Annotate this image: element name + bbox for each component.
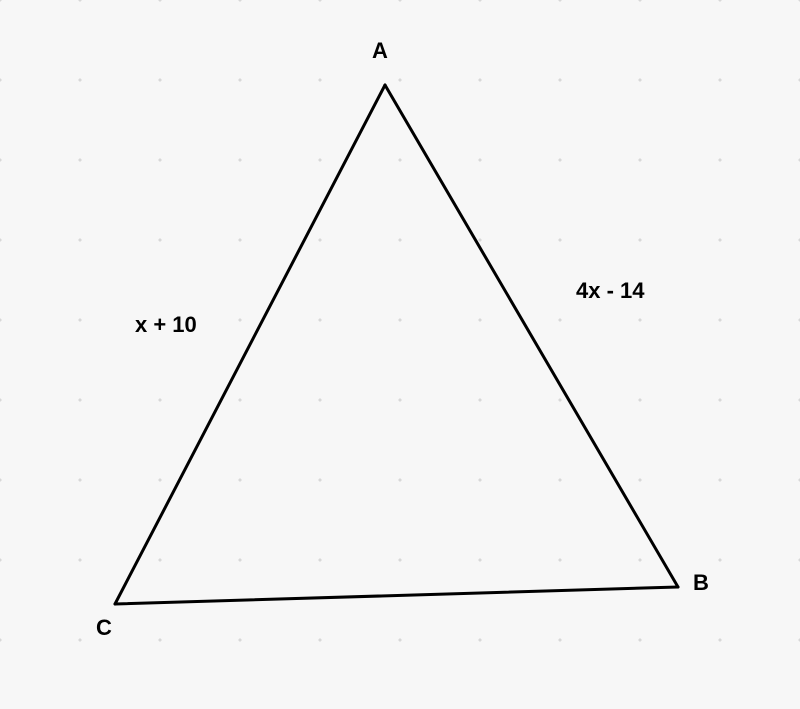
vertex-a-label: A — [372, 38, 388, 64]
edge-ab — [385, 85, 678, 587]
edge-ac-label: x + 10 — [135, 312, 197, 338]
vertex-c-label: C — [96, 615, 112, 641]
edge-bc — [115, 587, 678, 604]
edge-ac — [115, 85, 385, 604]
triangle-diagram — [0, 0, 800, 709]
edge-ab-label: 4x - 14 — [576, 278, 645, 304]
vertex-b-label: B — [693, 570, 709, 596]
